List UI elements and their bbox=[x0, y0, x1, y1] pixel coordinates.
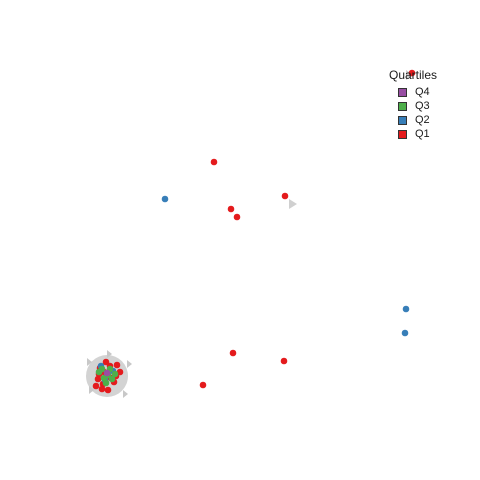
cluster-arrowhead bbox=[127, 360, 132, 368]
legend-label-q2: Q2 bbox=[415, 114, 430, 126]
cluster-arrowhead bbox=[87, 358, 92, 366]
point-q1 bbox=[210, 158, 218, 166]
point-q3 bbox=[95, 368, 103, 376]
point-q1 bbox=[92, 382, 100, 390]
point-q1 bbox=[199, 381, 207, 389]
point-q1 bbox=[408, 69, 416, 77]
point-q4 bbox=[103, 369, 111, 377]
cluster-arrowhead bbox=[89, 386, 94, 394]
point-q2 bbox=[402, 305, 410, 313]
point-q3 bbox=[111, 370, 119, 378]
legend-key-q3 bbox=[398, 101, 407, 111]
cluster-arrowhead bbox=[107, 350, 112, 358]
point-q1 bbox=[229, 349, 237, 357]
legend-item-q1: Q1 bbox=[398, 127, 437, 141]
legend-label-q1: Q1 bbox=[415, 128, 430, 140]
point-q1 bbox=[281, 192, 289, 200]
arrow-mark bbox=[289, 199, 297, 209]
point-q1 bbox=[227, 205, 235, 213]
legend-key-q1 bbox=[398, 129, 407, 139]
legend-key-q4 bbox=[398, 87, 407, 97]
point-q1 bbox=[104, 386, 112, 394]
point-q1 bbox=[113, 361, 121, 369]
legend-key-q2 bbox=[398, 115, 407, 125]
point-q2 bbox=[401, 329, 409, 337]
legend-item-q2: Q2 bbox=[398, 113, 437, 127]
point-q1 bbox=[102, 358, 110, 366]
legend-label-q4: Q4 bbox=[415, 86, 430, 98]
legend-item-q4: Q4 bbox=[398, 85, 437, 99]
legend-item-q3: Q3 bbox=[398, 99, 437, 113]
point-q3 bbox=[100, 374, 108, 382]
cluster-arrowhead bbox=[123, 390, 128, 398]
legend-title: Quartiles bbox=[389, 68, 438, 82]
legend: Quartiles Q4 Q3 Q2 Q1 bbox=[389, 68, 437, 141]
legend-label-q3: Q3 bbox=[415, 100, 430, 112]
point-q1 bbox=[280, 357, 288, 365]
point-q2 bbox=[161, 195, 169, 203]
point-q3 bbox=[108, 375, 116, 383]
point-q1 bbox=[233, 213, 241, 221]
point-q1 bbox=[98, 385, 106, 393]
